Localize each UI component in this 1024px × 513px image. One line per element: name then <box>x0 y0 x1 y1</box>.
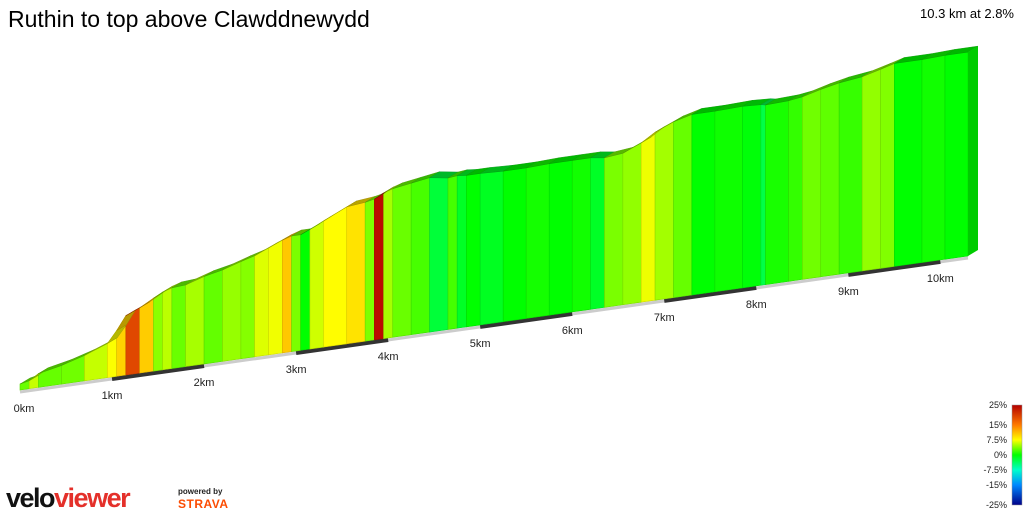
gradient-segment <box>714 105 743 293</box>
gradient-segment <box>456 175 467 329</box>
gradient-segment <box>309 220 325 350</box>
gradient-segment <box>654 121 674 301</box>
gradient-segment <box>153 291 163 372</box>
gradient-segment <box>447 175 458 330</box>
gradient-segment <box>742 104 762 289</box>
x-tick-label: 4km <box>378 351 399 363</box>
gradient-segment <box>291 234 302 352</box>
gradient-segment <box>838 76 863 275</box>
gradient-segment <box>640 131 656 303</box>
scale-label: -25% <box>986 500 1007 510</box>
gradient-segment <box>171 284 186 369</box>
gradient-segment <box>479 170 504 326</box>
gradient-segment <box>203 269 223 365</box>
gradient-panels <box>19 51 969 391</box>
strava-logo: STRAVA <box>178 497 229 511</box>
gradient-segment <box>466 173 481 328</box>
gradient-segment <box>240 255 255 360</box>
gradient-segment <box>410 177 430 336</box>
gradient-segment <box>525 163 550 319</box>
x-tick-label: 7km <box>654 312 675 324</box>
gradient-segment <box>921 55 946 263</box>
x-tick-label: 9km <box>838 286 859 298</box>
color-scale-bar <box>1011 404 1023 506</box>
gradient-segment <box>429 177 449 333</box>
road-km-segment <box>663 285 757 303</box>
gradient-segment <box>880 63 895 269</box>
climb-summary: 10.3 km at 2.8% <box>920 6 1014 21</box>
road-km-segment <box>479 311 573 329</box>
gradient-segment <box>254 247 269 358</box>
gradient-segment <box>268 239 283 356</box>
road-baseline <box>19 256 969 394</box>
scale-label: 25% <box>989 400 1007 410</box>
logo-viewer: viewer <box>54 483 131 513</box>
gradient-segment <box>222 261 242 362</box>
gradient-segment <box>802 88 822 280</box>
gradient-segment <box>282 235 292 354</box>
gradient-segment <box>944 51 969 260</box>
scale-label: 0% <box>994 450 1007 460</box>
gradient-segment <box>788 96 803 282</box>
gradient-segment <box>502 167 527 323</box>
gradient-segment <box>894 59 923 267</box>
gradient-segment <box>760 104 766 286</box>
gradient-segment <box>691 110 716 296</box>
profile-end-cap <box>968 46 978 257</box>
gradient-color-scale: 25% 15% 7.5% 0% -7.5% -15% -25% <box>983 400 1023 510</box>
gradient-segment <box>392 182 412 338</box>
x-tick-label: 5km <box>470 338 491 350</box>
x-tick-label: 10km <box>927 273 954 285</box>
scale-label: -15% <box>986 480 1007 490</box>
gradient-segment <box>571 157 591 313</box>
gradient-segment <box>139 297 154 374</box>
gradient-segment <box>300 229 311 351</box>
gradient-segment <box>820 82 840 278</box>
road-km-segment <box>848 259 941 277</box>
road-km-segment <box>111 364 205 381</box>
gradient-segment <box>383 188 394 339</box>
gradient-segment <box>590 157 605 310</box>
scale-label: 7.5% <box>986 435 1007 445</box>
x-tick-label: 8km <box>746 299 767 311</box>
gradient-segment <box>548 160 573 316</box>
gradient-segment <box>346 201 366 345</box>
gradient-segment <box>364 198 375 342</box>
scale-label: -7.5% <box>983 465 1007 475</box>
x-tick-label: 3km <box>286 364 307 376</box>
x-tick-label: 1km <box>102 390 123 402</box>
logo-velo: velo <box>6 483 56 513</box>
gradient-segment <box>323 206 348 348</box>
chart-title: Ruthin to top above Clawddnewydd <box>8 6 370 32</box>
x-tick-label: 0km <box>14 403 35 415</box>
veloviewer-logo: veloviewer <box>6 483 131 513</box>
gradient-segment <box>604 152 624 308</box>
gradient-segment <box>673 113 693 298</box>
x-tick-label: 6km <box>562 325 583 337</box>
distance-axis: 0km 1km 2km 3km 4km 5km 6km 7km 8km 9km 10km <box>14 273 954 415</box>
gradient-segment <box>765 100 789 285</box>
gradient-segment <box>622 142 642 306</box>
scale-label: 15% <box>989 420 1007 430</box>
profile-top-surface <box>19 45 979 385</box>
gradient-segment <box>374 192 384 341</box>
x-tick-label: 2km <box>194 377 215 389</box>
gradient-segment <box>185 276 205 367</box>
gradient-segment <box>162 287 173 371</box>
powered-by-label: powered by <box>178 487 223 496</box>
road-km-segment <box>295 337 389 355</box>
gradient-segment <box>861 68 881 272</box>
